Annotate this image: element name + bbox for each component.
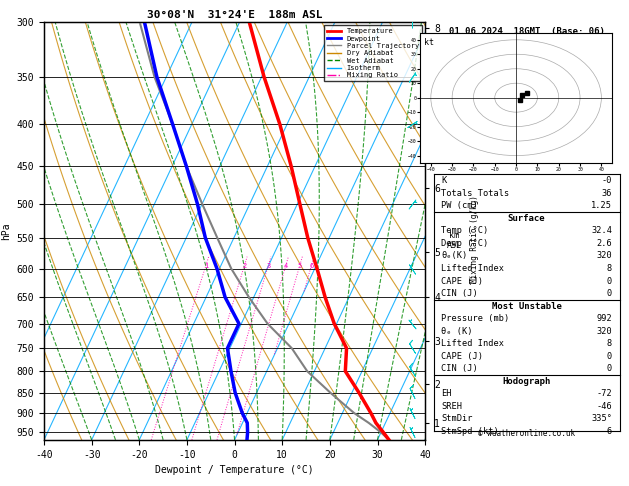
- Text: © weatheronline.co.uk: © weatheronline.co.uk: [478, 429, 575, 438]
- Text: CIN (J): CIN (J): [441, 364, 478, 373]
- Text: 6: 6: [607, 427, 612, 436]
- Text: kt: kt: [425, 38, 435, 47]
- Text: 0: 0: [607, 289, 612, 298]
- Text: CAPE (J): CAPE (J): [441, 352, 483, 361]
- Text: -46: -46: [596, 402, 612, 411]
- Text: θₑ (K): θₑ (K): [441, 327, 472, 336]
- Text: 32.4: 32.4: [591, 226, 612, 235]
- Text: Totals Totals: Totals Totals: [441, 189, 509, 198]
- Text: Mixing Ratio (g/kg): Mixing Ratio (g/kg): [470, 195, 479, 283]
- Legend: Temperature, Dewpoint, Parcel Trajectory, Dry Adiabat, Wet Adiabat, Isotherm, Mi: Temperature, Dewpoint, Parcel Trajectory…: [325, 25, 421, 81]
- Text: 3: 3: [266, 263, 270, 269]
- Text: 335°: 335°: [591, 415, 612, 423]
- X-axis label: Dewpoint / Temperature (°C): Dewpoint / Temperature (°C): [155, 465, 314, 475]
- Text: 2.6: 2.6: [596, 239, 612, 248]
- Text: 320: 320: [596, 327, 612, 336]
- Text: 1.25: 1.25: [591, 201, 612, 210]
- Text: 320: 320: [596, 251, 612, 260]
- Text: StmSpd (kt): StmSpd (kt): [441, 427, 499, 436]
- Y-axis label: hPa: hPa: [1, 222, 11, 240]
- Text: 01.06.2024  18GMT  (Base: 06): 01.06.2024 18GMT (Base: 06): [448, 27, 604, 36]
- Text: Most Unstable: Most Unstable: [492, 302, 562, 311]
- Text: θₑ(K): θₑ(K): [441, 251, 467, 260]
- Text: Lifted Index: Lifted Index: [441, 264, 504, 273]
- Text: Hodograph: Hodograph: [503, 377, 551, 386]
- Text: 8: 8: [607, 264, 612, 273]
- Text: Pressure (mb): Pressure (mb): [441, 314, 509, 323]
- Text: 6: 6: [309, 263, 313, 269]
- Text: -72: -72: [596, 389, 612, 399]
- Text: CAPE (J): CAPE (J): [441, 277, 483, 285]
- Text: 0: 0: [607, 352, 612, 361]
- Text: Surface: Surface: [508, 214, 545, 223]
- Text: 5: 5: [298, 263, 302, 269]
- Text: PW (cm): PW (cm): [441, 201, 478, 210]
- Text: Temp (°C): Temp (°C): [441, 226, 488, 235]
- Text: 36: 36: [601, 189, 612, 198]
- Text: K: K: [441, 176, 447, 185]
- Y-axis label: km
ASL: km ASL: [447, 231, 462, 250]
- Text: Lifted Index: Lifted Index: [441, 339, 504, 348]
- Text: 992: 992: [596, 314, 612, 323]
- Text: 0: 0: [607, 364, 612, 373]
- Text: 4: 4: [284, 263, 288, 269]
- Text: 1: 1: [204, 263, 208, 269]
- Text: -0: -0: [601, 176, 612, 185]
- Text: SREH: SREH: [441, 402, 462, 411]
- Text: EH: EH: [441, 389, 452, 399]
- Text: CIN (J): CIN (J): [441, 289, 478, 298]
- Text: 0: 0: [607, 277, 612, 285]
- Text: StmDir: StmDir: [441, 415, 472, 423]
- Text: 2: 2: [242, 263, 247, 269]
- Text: Dewp (°C): Dewp (°C): [441, 239, 488, 248]
- Text: 8: 8: [607, 339, 612, 348]
- Title: 30°08'N  31°24'E  188m ASL: 30°08'N 31°24'E 188m ASL: [147, 10, 322, 20]
